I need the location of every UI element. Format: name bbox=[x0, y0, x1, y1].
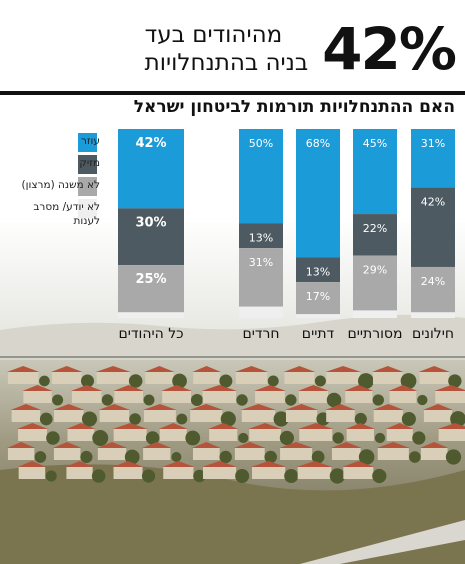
legend-item-3: לא משנה (מרצון) bbox=[22, 177, 208, 207]
legend-item-4: לא יודע/ מסרב לענות bbox=[33, 199, 208, 229]
legend-swatch-1 bbox=[78, 133, 97, 152]
data-label-2-4: 22% bbox=[363, 222, 387, 235]
data-label-2-2: 13% bbox=[249, 232, 273, 245]
bar-segment-4-2 bbox=[239, 306, 283, 318]
legend-label-4: לא יודע/ מסרב לענות bbox=[33, 201, 100, 227]
bar-segment-2-1 bbox=[118, 208, 184, 266]
category-label-5: חילונים bbox=[412, 326, 454, 342]
data-label-3-4: 29% bbox=[363, 264, 387, 277]
data-label-2-1: 30% bbox=[135, 215, 166, 230]
bar-segment-3-4 bbox=[353, 255, 397, 311]
legend-label-3: לא משנה (מרצון) bbox=[21, 179, 101, 191]
legend-item-1: עוזר bbox=[78, 133, 208, 163]
data-label-1-3: 68% bbox=[306, 137, 330, 150]
data-label-3-5: 24% bbox=[421, 275, 445, 288]
bar-segment-4-4 bbox=[353, 310, 397, 318]
data-label-2-5: 42% bbox=[421, 196, 445, 209]
bar-segment-3-5 bbox=[411, 266, 455, 313]
legend-swatch-3 bbox=[78, 177, 97, 196]
headline-percent: 42% bbox=[322, 15, 457, 83]
headline: 42% מהיהודים בעד בניה בהתנחלויות bbox=[145, 14, 457, 84]
legend-swatch-4 bbox=[78, 199, 97, 218]
headline-line-2: בניה בהתנחלויות bbox=[144, 50, 309, 76]
bar-segment-2-3 bbox=[296, 257, 340, 283]
legend-label-2: מזיק bbox=[79, 157, 100, 169]
bar-segment-1-5 bbox=[411, 129, 455, 188]
chart-title: האם ההתנחלויות תורמות לביטחון ישראל bbox=[133, 97, 455, 117]
data-label-3-1: 25% bbox=[135, 272, 166, 287]
data-label-1-1: 42% bbox=[135, 136, 166, 151]
legend-label-1: עוזר bbox=[81, 135, 100, 147]
bar-segment-2-2 bbox=[239, 223, 283, 249]
category-label-3: דתיים bbox=[302, 326, 335, 342]
bar-segment-4-5 bbox=[411, 312, 455, 318]
bar-segment-3-3 bbox=[296, 282, 340, 315]
bar-segment-1-4 bbox=[353, 129, 397, 215]
bar-segment-1-3 bbox=[296, 129, 340, 258]
data-label-1-4: 45% bbox=[363, 137, 387, 150]
category-label-2: חרדים bbox=[242, 326, 279, 342]
category-label-1: כל היהודים bbox=[118, 326, 183, 342]
title-divider bbox=[0, 91, 465, 95]
data-label-3-3: 17% bbox=[306, 290, 330, 303]
headline-text: מהיהודים בעד בניה בהתנחלויות bbox=[145, 21, 309, 77]
legend-item-2: מזיק bbox=[78, 155, 208, 185]
data-label-1-2: 50% bbox=[249, 137, 273, 150]
bar-segment-4-3 bbox=[296, 314, 340, 318]
bar-segment-3-1 bbox=[118, 265, 184, 313]
bar-segment-1-1 bbox=[118, 129, 184, 209]
bar-segment-4-1 bbox=[118, 312, 184, 318]
headline-line-1: מהיהודים בעד bbox=[144, 22, 283, 48]
legend-swatch-2 bbox=[78, 155, 97, 174]
bar-segment-2-5 bbox=[411, 187, 455, 267]
data-label-3-2: 31% bbox=[249, 256, 273, 269]
data-label-2-3: 13% bbox=[306, 266, 330, 279]
data-label-1-5: 31% bbox=[421, 137, 445, 150]
category-label-4: מסורתיים bbox=[347, 326, 402, 342]
bar-segment-3-2 bbox=[239, 248, 283, 307]
bar-segment-1-2 bbox=[239, 129, 283, 224]
bar-segment-2-4 bbox=[353, 214, 397, 256]
